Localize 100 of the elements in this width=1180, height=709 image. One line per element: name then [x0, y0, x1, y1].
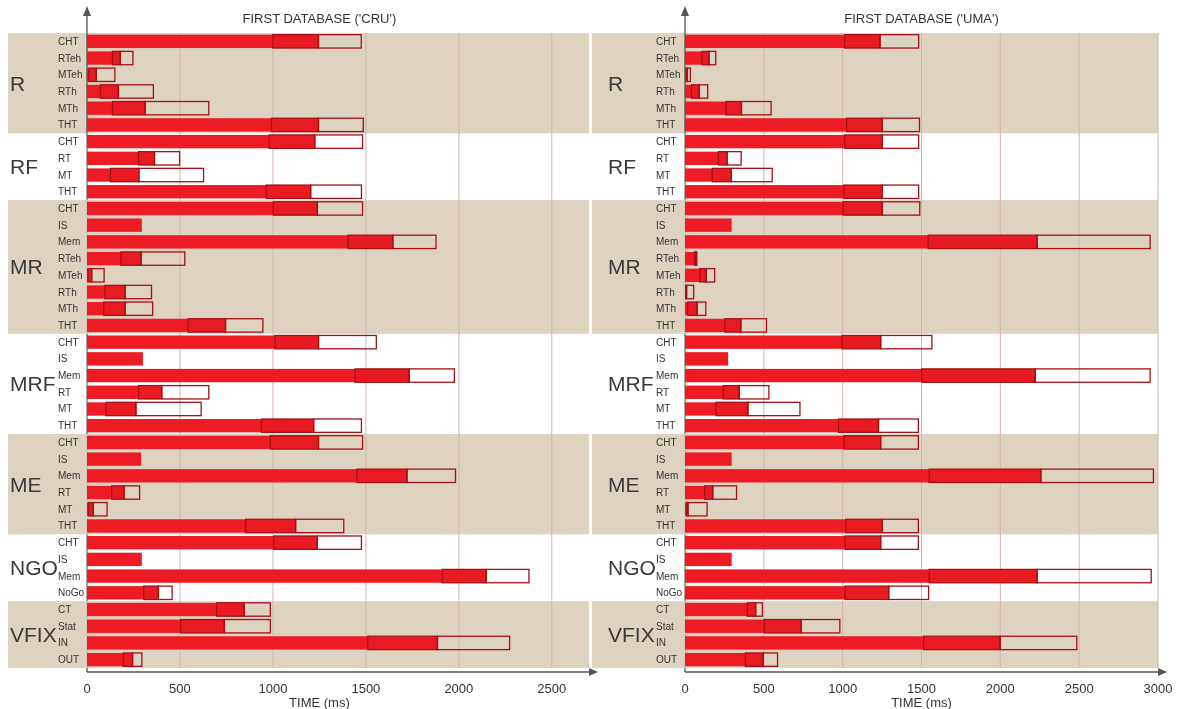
y-tick-label: RTeh [656, 52, 680, 64]
x-tick-label: 500 [169, 680, 191, 696]
y-tick-label: MT [58, 403, 73, 415]
y-tick-label: MTeh [58, 69, 83, 81]
y-tick-label: MTh [58, 303, 78, 315]
y-tick-label: CHT [656, 537, 677, 549]
x-tick-label: 2000 [985, 680, 1015, 696]
y-tick-label: CHT [58, 336, 79, 348]
y-tick-label: THT [58, 319, 78, 331]
y-tick-label: THT [656, 520, 676, 532]
y-tick-label: RTeh [58, 253, 82, 265]
y-axis-title: MRF [608, 372, 654, 396]
y-tick-label: THT [58, 119, 78, 131]
x-tick-label: 2500 [537, 680, 567, 696]
chart-title: FIRST DATABASE ('UMA') [844, 10, 999, 26]
y-axis-title: MR [608, 255, 641, 279]
y-tick-label: IS [656, 453, 666, 465]
y-tick-label: CHT [656, 136, 677, 148]
y-axis-title: MR [10, 255, 43, 279]
y-tick-label: CHT [656, 436, 677, 448]
x-tick-label: 2500 [1064, 680, 1094, 696]
y-tick-label: MT [656, 169, 671, 181]
y-tick-label: RT [58, 386, 72, 398]
y-axis-title: RF [10, 155, 38, 179]
y-tick-label: MT [58, 169, 73, 181]
y-tick-label: OUT [58, 654, 80, 666]
y-tick-label: Mem [656, 570, 679, 582]
y-tick-label: RT [58, 487, 72, 499]
y-tick-label: CHT [58, 436, 79, 448]
y-axis-title: VFIX [10, 623, 57, 647]
y-tick-label: NoGo [58, 587, 85, 599]
chart-title: FIRST DATABASE ('CRU') [242, 10, 397, 26]
y-tick-label: Mem [58, 370, 81, 382]
y-tick-label: THT [656, 420, 676, 432]
y-tick-label: Stat [656, 620, 675, 632]
y-tick-label: OUT [656, 654, 678, 666]
y-axis-title: MRF [10, 372, 56, 396]
y-tick-label: IS [58, 353, 68, 365]
y-tick-label: IS [656, 553, 666, 565]
y-tick-label: RT [656, 152, 670, 164]
x-tick-label: 1500 [351, 680, 381, 696]
y-axis-title: NGO [608, 556, 656, 580]
y-tick-label: IN [58, 637, 68, 649]
y-tick-label: Mem [656, 470, 679, 482]
y-axis-title: R [10, 71, 26, 95]
y-tick-label: Mem [656, 370, 679, 382]
y-tick-label: CHT [656, 336, 677, 348]
x-tick-label: 0 [681, 680, 689, 696]
y-tick-label: IS [656, 353, 666, 365]
y-tick-label: CHT [58, 35, 79, 47]
y-tick-label: RTh [58, 286, 77, 298]
y-tick-label: RTh [58, 85, 77, 97]
x-tick-label: 3000 [1143, 680, 1173, 696]
y-tick-label: IS [58, 219, 68, 231]
y-tick-label: CHT [656, 202, 677, 214]
y-tick-label: RT [656, 487, 670, 499]
y-tick-label: RTh [656, 85, 675, 97]
y-tick-label: RT [656, 386, 670, 398]
y-axis-title: R [608, 71, 624, 95]
y-tick-label: MTeh [58, 269, 83, 281]
y-tick-label: Mem [58, 470, 81, 482]
x-tick-label: 0 [83, 680, 91, 696]
y-axis-title: RF [608, 155, 636, 179]
y-axis-title: VFIX [608, 623, 655, 647]
x-tick-label: 1000 [258, 680, 288, 696]
y-tick-label: Mem [58, 570, 81, 582]
y-tick-label: MT [656, 403, 671, 415]
y-tick-label: CHT [58, 202, 79, 214]
y-axis-title: ME [608, 472, 640, 496]
y-tick-label: MTeh [656, 269, 681, 281]
y-tick-label: RTh [656, 286, 675, 298]
y-tick-label: Mem [656, 236, 679, 248]
x-axis-title: TIME (ms) [289, 694, 350, 709]
y-tick-label: IS [656, 219, 666, 231]
x-tick-label: 500 [752, 680, 775, 696]
x-tick-label: 2000 [444, 680, 474, 696]
y-tick-label: MTh [58, 102, 78, 114]
x-tick-label: 1500 [907, 680, 936, 696]
y-tick-label: THT [58, 420, 78, 432]
y-axis-title: ME [10, 472, 42, 496]
y-tick-label: IN [656, 637, 666, 649]
y-tick-label: THT [58, 186, 78, 198]
y-tick-label: RTeh [656, 253, 680, 265]
y-tick-label: THT [656, 119, 676, 131]
y-tick-label: RT [58, 152, 72, 164]
y-tick-label: MTeh [656, 69, 681, 81]
y-tick-label: THT [656, 186, 676, 198]
y-tick-label: CT [58, 604, 72, 616]
x-axis-title: TIME (ms) [891, 694, 952, 709]
y-tick-label: MTh [656, 303, 676, 315]
y-tick-label: IS [58, 553, 68, 565]
y-tick-label: MT [656, 503, 671, 515]
y-tick-label: THT [656, 319, 676, 331]
y-tick-label: CHT [58, 537, 79, 549]
y-tick-label: MT [58, 503, 73, 515]
y-tick-label: MTh [656, 102, 676, 114]
y-tick-label: Mem [58, 236, 81, 248]
y-tick-label: CHT [656, 35, 677, 47]
y-tick-label: IS [58, 453, 68, 465]
x-tick-label: 1000 [828, 680, 858, 696]
